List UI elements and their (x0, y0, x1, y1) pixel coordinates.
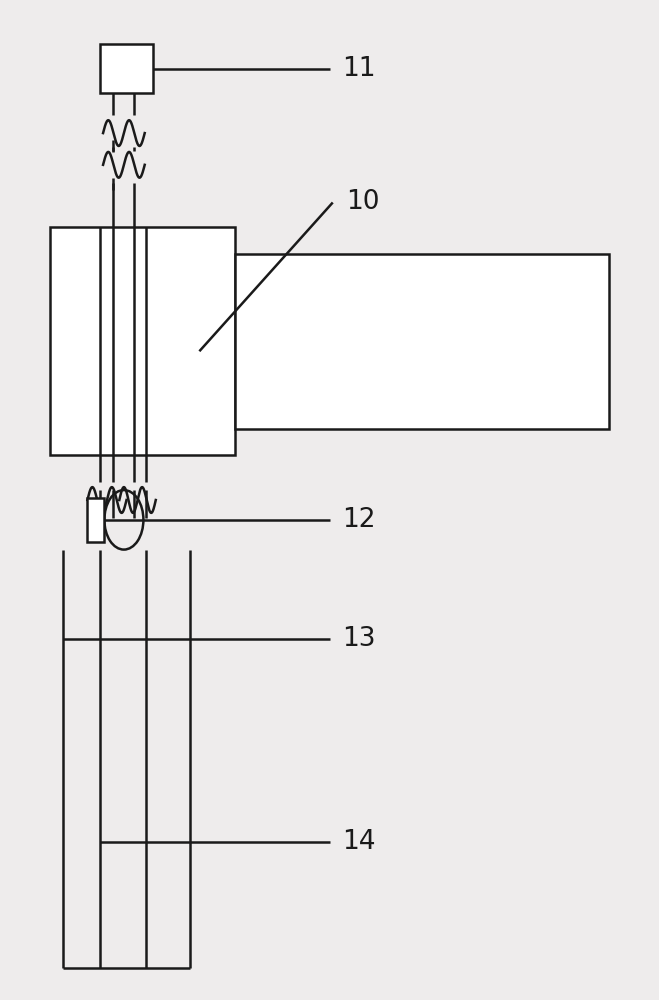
Text: 10: 10 (346, 189, 380, 215)
Text: 14: 14 (343, 829, 376, 855)
Bar (100, 44, 152, 93)
Bar (235, 254, 610, 429)
Text: 12: 12 (343, 507, 376, 533)
Text: 13: 13 (343, 626, 376, 652)
Bar (49, 227, 235, 455)
Text: 11: 11 (343, 56, 376, 82)
Bar (87, 498, 103, 542)
